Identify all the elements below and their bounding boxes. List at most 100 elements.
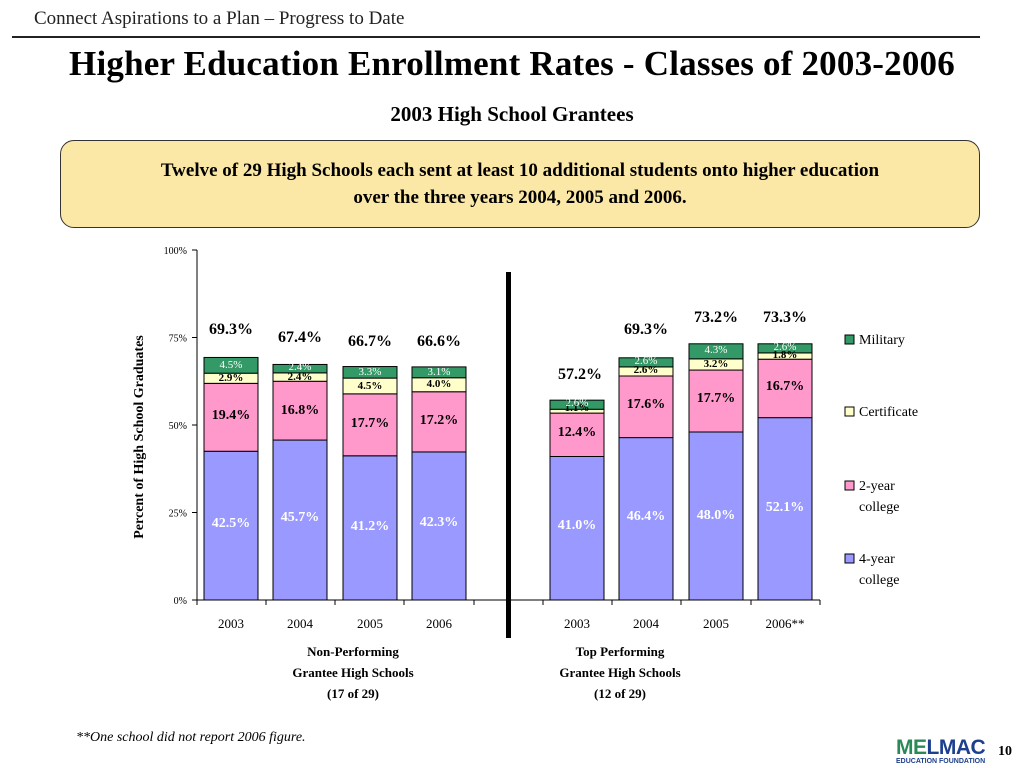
data-label: 41.2% [351,519,390,534]
data-label: 66.6% [417,333,461,350]
data-label: 17.7% [351,416,390,431]
x-tick-label: 2004 [287,616,314,631]
legend-swatch [844,334,855,345]
legend-label: Military [859,333,905,348]
data-label: 52.1% [766,500,805,515]
logo-subtext: EDUCATION FOUNDATION [896,758,986,765]
callout-text-line2: over the three years 2004, 2005 and 2006… [353,187,687,208]
bar-segment-2-year-college [342,393,398,457]
legend-swatch [844,480,855,491]
data-label: 2.6% [566,397,589,409]
bar-segment-military [342,366,398,379]
group-label-line2: Grantee High Schools [292,665,413,680]
data-label: 1.1% [565,402,590,414]
data-label: 46.4% [627,509,666,524]
y-tick-label: 0% [174,596,187,607]
logo-text-part1: ME [896,736,927,759]
data-label: 12.4% [558,425,597,440]
callout-text-line1: Twelve of 29 High Schools each sent at l… [160,160,880,181]
legend-swatch [844,553,855,564]
data-label: 4.5% [358,380,383,392]
bar-segment-2-year-college [411,391,467,453]
group-label-line1: Non-Performing [307,644,399,659]
bar-segment-2-year-college [688,369,744,433]
y-axis-label: Percent of High School Graduates [132,335,147,539]
group-label-line1: Top Performing [576,644,665,659]
chart-subtitle: 2003 High School Grantees [390,102,634,126]
legend-swatch [844,406,855,417]
data-label: 2.4% [288,371,313,383]
data-label: 3.1% [428,366,451,378]
data-label: 17.7% [697,391,736,406]
data-label: 48.0% [697,508,736,523]
data-label: 16.8% [281,403,320,418]
section-title: Connect Aspirations to a Plan – Progress… [34,8,405,29]
data-label: 2.6% [634,364,659,376]
group-label-line2: Grantee High Schools [559,665,680,680]
y-tick-label: 75% [169,334,187,345]
logo-text-part2: LMAC [926,736,986,759]
bar-segment-4-year-college [272,439,328,601]
legend-label: college [859,573,899,588]
data-label: 2.4% [289,361,312,373]
data-label: 17.2% [420,413,459,428]
bar-segment-4-year-college [618,437,674,601]
data-label: 1.8% [773,349,798,361]
data-label: 66.7% [348,333,392,350]
bar-segment-military [549,399,605,410]
bar-segment-2-year-college [549,412,605,458]
melmac-logo: MELMAC EDUCATION FOUNDATION [896,736,986,766]
bar-segment-military [203,356,259,374]
group-label-line3: (12 of 29) [594,686,646,701]
x-tick-label: 2004 [633,616,660,631]
data-label: 4.5% [220,359,243,371]
bar-segment-4-year-college [411,451,467,601]
bar-segment-4-year-college [549,456,605,601]
x-tick-label: 2003 [564,616,590,631]
data-label: 3.2% [704,358,729,370]
data-label: 73.2% [694,309,738,326]
data-label: 19.4% [212,408,251,423]
legend-label: Certificate [859,405,918,420]
footnote: **One school did not report 2006 figure. [76,730,306,745]
bar-segment-4-year-college [342,455,398,601]
data-label: 42.5% [212,516,251,531]
x-tick-label: 2003 [218,616,244,631]
legend-label: 2-year [859,479,895,494]
data-label: 69.3% [624,321,668,338]
data-label: 2.9% [219,372,244,384]
header-rule [12,0,980,38]
bar-segment-military [411,366,467,379]
bar-segment-military [688,343,744,360]
bar-segment-military [272,363,328,374]
data-label: 45.7% [281,510,320,525]
x-tick-label: 2005 [357,616,383,631]
data-label: 16.7% [766,379,805,394]
bar-segment-2-year-college [272,380,328,441]
bar-segment-military [757,343,813,354]
y-tick-label: 100% [164,246,187,257]
bar-segment-military [618,357,674,368]
data-label: 17.6% [627,397,666,412]
data-label: 42.3% [420,515,459,530]
legend-label: college [859,500,899,515]
x-tick-label: 2005 [703,616,729,631]
data-label: 69.3% [209,321,253,338]
x-tick-label: 2006 [426,616,453,631]
legend-label: 4-year [859,552,895,567]
group-divider [506,272,511,638]
data-label: 4.3% [705,344,728,356]
data-label: 4.0% [427,378,452,390]
y-tick-label: 50% [169,421,187,432]
callout-box: Twelve of 29 High Schools each sent at l… [60,140,980,228]
bar-segment-2-year-college [757,358,813,419]
group-label-line3: (17 of 29) [327,686,379,701]
bar-segment-4-year-college [757,417,813,601]
bar-segment-4-year-college [688,431,744,601]
x-tick-label: 2006** [766,616,805,631]
bar-segment-2-year-college [618,375,674,439]
data-label: 41.0% [558,518,597,533]
data-label: 2.6% [635,355,658,367]
page-number: 10 [998,744,1012,759]
